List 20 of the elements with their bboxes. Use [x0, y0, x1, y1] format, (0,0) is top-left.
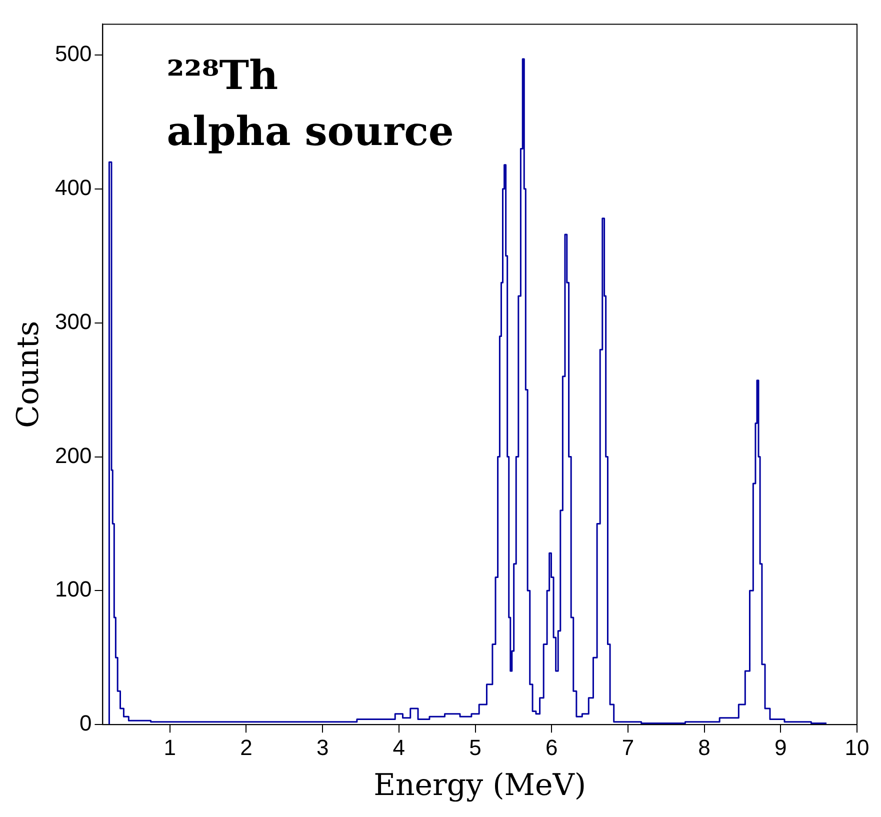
x-tick-label: 9 — [774, 734, 787, 760]
x-tick-label: 10 — [844, 734, 870, 760]
y-tick-label: 200 — [54, 442, 92, 468]
x-tick-label: 5 — [469, 734, 482, 760]
x-tick-label: 7 — [622, 734, 634, 760]
x-tick-label: 2 — [240, 734, 252, 760]
x-axis-title: Energy (MeV) — [374, 768, 586, 803]
x-tick-label: 6 — [545, 734, 558, 760]
y-tick-label: 300 — [54, 308, 92, 334]
x-tick-label: 4 — [392, 734, 406, 760]
annotation: alpha source — [166, 108, 454, 156]
y-axis-title: Counts — [10, 320, 46, 428]
x-tick-label: 8 — [698, 734, 710, 760]
annotation: ²²⁸Th — [166, 52, 278, 100]
y-tick-label: 500 — [54, 41, 92, 66]
y-tick-label: 400 — [54, 174, 92, 200]
y-tick-label: 0 — [79, 710, 92, 736]
x-tick-label: 1 — [164, 734, 176, 760]
x-tick-label: 3 — [316, 734, 329, 760]
y-tick-label: 100 — [54, 576, 92, 602]
